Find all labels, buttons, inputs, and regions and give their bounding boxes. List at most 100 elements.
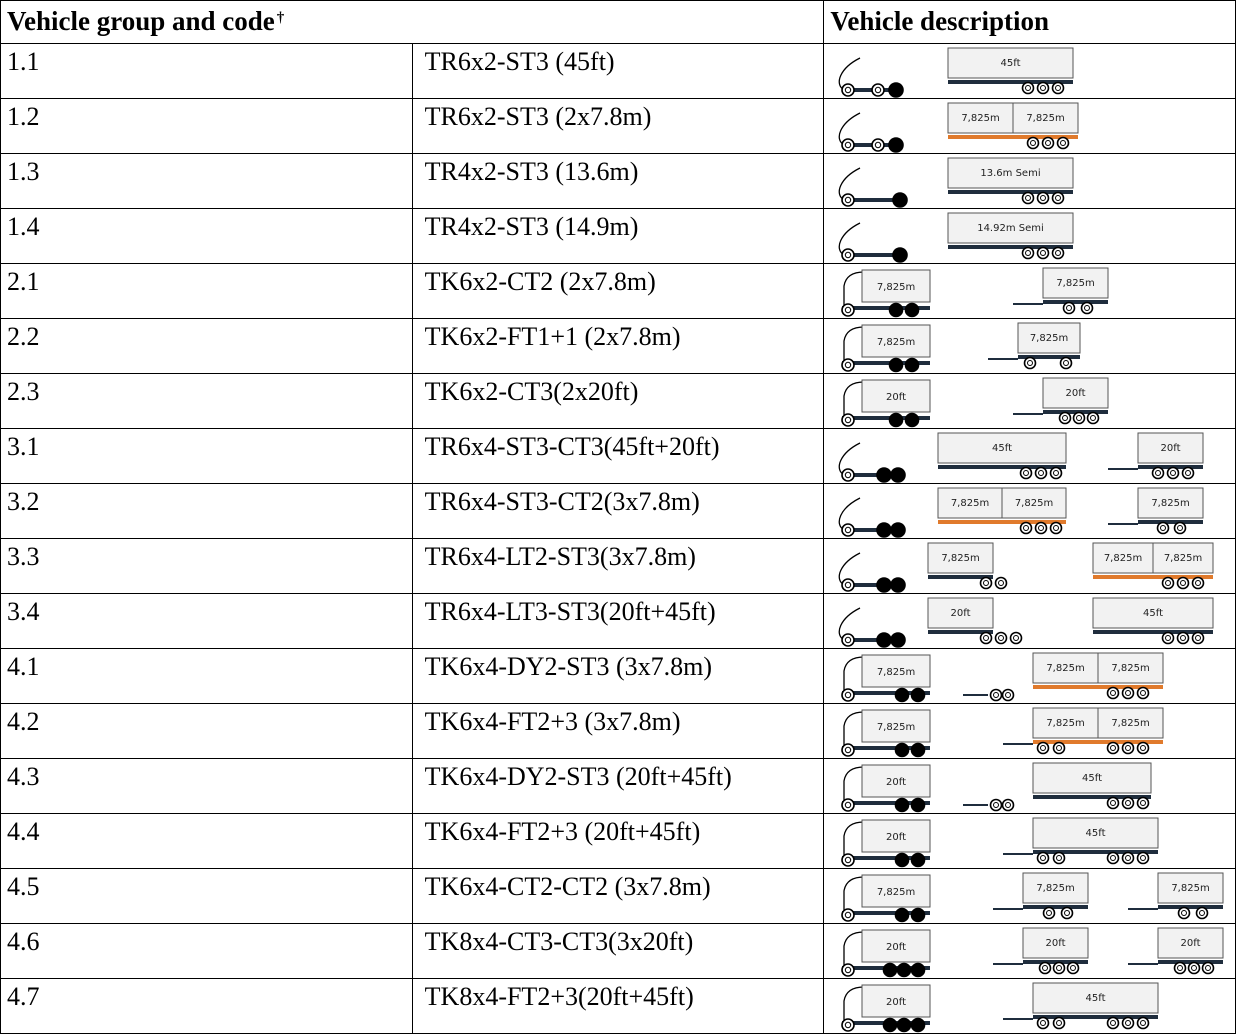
wheel-icon [1022,81,1035,95]
drive-wheel-icon [895,907,910,923]
wheel-icon [841,853,856,867]
vehicle-diagram: 13.6m Semi [839,157,1074,208]
wheel-icon [1196,906,1209,920]
header-group-label: Vehicle group and code [7,6,275,36]
cargo-label: 7,825m [951,498,989,509]
cargo-box [1012,102,1079,134]
table-row: 2.2 TK6x2-FT1+1 (2x7.8m) 7,825m 7,825m [0,318,1236,374]
cargo-box [947,212,1074,244]
wheel-hub-icon [1110,745,1117,751]
wheel-icon [1087,411,1100,425]
vehicle-code: TR6x2-ST3 (2x7.8m) [411,98,825,154]
wheel-icon [1020,521,1033,535]
table-row: 3.4 TR6x4-LT3-ST3(20ft+45ft) 20ft 45ft [0,593,1236,649]
wheel-icon [1107,796,1120,810]
vehicle-code: TK6x4-DY2-ST3 (3x7.8m) [411,648,825,704]
vehicle-combination: 45ft [839,47,1074,98]
cargo-label: 7,825m [877,282,915,293]
wheel-hub-icon [845,361,852,369]
cargo-box [1097,707,1164,739]
wheel-icon [1137,686,1150,700]
wheel-hub-icon [1027,360,1034,366]
cargo-label: 45ft [1086,828,1106,839]
wheel-hub-icon [998,580,1005,586]
wheel-icon [1137,796,1150,810]
cargo-box [927,597,994,629]
cargo-box [1032,707,1099,739]
wheel-icon [841,303,856,317]
vehicle-code: TK6x2-CT3(2x20ft) [411,373,825,429]
drive-wheel-icon [876,632,893,648]
cargo-label: 7,825m [1164,553,1202,564]
cargo-box [1157,872,1224,904]
cargo-label: 20ft [1066,388,1086,399]
vehicle-combination: 20ft 45ft [841,817,1159,868]
wheel-icon [1188,961,1201,975]
truck-cab-icon [843,656,865,695]
wheel-icon [1053,1016,1066,1030]
wheel-hub-icon [1038,525,1045,531]
wheel-icon [1137,741,1150,755]
vehicle-code: TR4x2-ST3 (14.9m) [411,208,825,264]
wheel-icon [1022,246,1035,260]
vehicle-diagram: 20ft 20ft 20ft [841,927,1224,978]
drive-wheel-icon [911,1017,926,1033]
vehicle-group-number: 4.6 [0,923,413,979]
wheel-icon [1024,356,1037,370]
vehicle-code: TK8x4-FT2+3(20ft+45ft) [411,978,825,1034]
drive-wheel-icon [911,797,926,813]
wheel-icon [1174,961,1187,975]
wheel-hub-icon [1140,690,1147,696]
vehicle-code: TR6x4-ST3-CT2(3x7.8m) [411,483,825,539]
truck-cab-icon [843,326,865,365]
wheel-hub-icon [993,692,1000,698]
wheel-hub-icon [1125,745,1132,751]
cargo-box [937,487,1003,519]
table-row: 2.1 TK6x2-CT2 (2x7.8m) 7,825m 7,825m [0,263,1236,319]
wheel-icon [1037,851,1050,865]
wheel-icon [841,688,856,702]
vehicle-diagram: 7,825m 7,825m [839,102,1079,153]
wheel-hub-icon [1160,525,1167,531]
cargo-box [1157,927,1224,959]
wheel-icon [841,138,856,152]
wheel-hub-icon [1125,690,1132,696]
wheel-icon [1122,1016,1135,1030]
wheel-icon [841,963,856,977]
wheel-icon [841,523,856,537]
table-row: 2.3 TK6x2-CT3(2x20ft) 20ft 20ft [0,373,1236,429]
cargo-box [937,432,1067,464]
wheel-hub-icon [1046,910,1053,916]
cargo-label: 20ft [886,942,906,953]
cargo-box [861,709,931,743]
vehicle-combination: 20ft 45ft [841,762,1152,813]
wheel-hub-icon [1195,580,1202,586]
wheel-icon [1174,521,1187,535]
cargo-label: 45ft [992,443,1012,454]
vehicle-code: TK6x2-CT2 (2x7.8m) [411,263,825,319]
wheel-hub-icon [845,856,852,864]
vehicle-diagram: 20ft 45ft [841,982,1159,1033]
vehicle-code: TK6x4-FT2+3 (20ft+45ft) [411,813,825,869]
vehicle-diagram: 7,825m 7,825m [841,267,1109,318]
vehicle-group-number: 4.4 [0,813,413,869]
wheel-hub-icon [1005,802,1012,808]
wheel-hub-icon [1030,140,1037,146]
cargo-box [861,764,931,798]
vehicle-diagram: 7,825m 7,825m 7,825m [839,487,1204,538]
cargo-label: 7,825m [877,667,915,678]
cargo-label: 45ft [1143,608,1163,619]
cargo-label: 20ft [1161,443,1181,454]
table-row: 4.7 TK8x4-FT2+3(20ft+45ft) 20ft 45ft [0,978,1236,1034]
wheel-hub-icon [1110,855,1117,861]
wheel-hub-icon [1055,250,1062,256]
table-row: 3.1 TR6x4-ST3-CT3(45ft+20ft) 45ft 20ft [0,428,1236,484]
wheel-hub-icon [845,636,852,644]
wheel-hub-icon [1053,470,1060,476]
wheel-icon [1063,301,1076,315]
table-row: 4.1 TK6x4-DY2-ST3 (3x7.8m) 7,825m 7,825m 7,8… [0,648,1236,704]
wheel-hub-icon [1185,470,1192,476]
vehicle-combination: 7,825m 7,825m 7,825m [839,542,1214,593]
wheel-hub-icon [1177,525,1184,531]
cargo-label: 14.92m Semi [978,223,1045,234]
